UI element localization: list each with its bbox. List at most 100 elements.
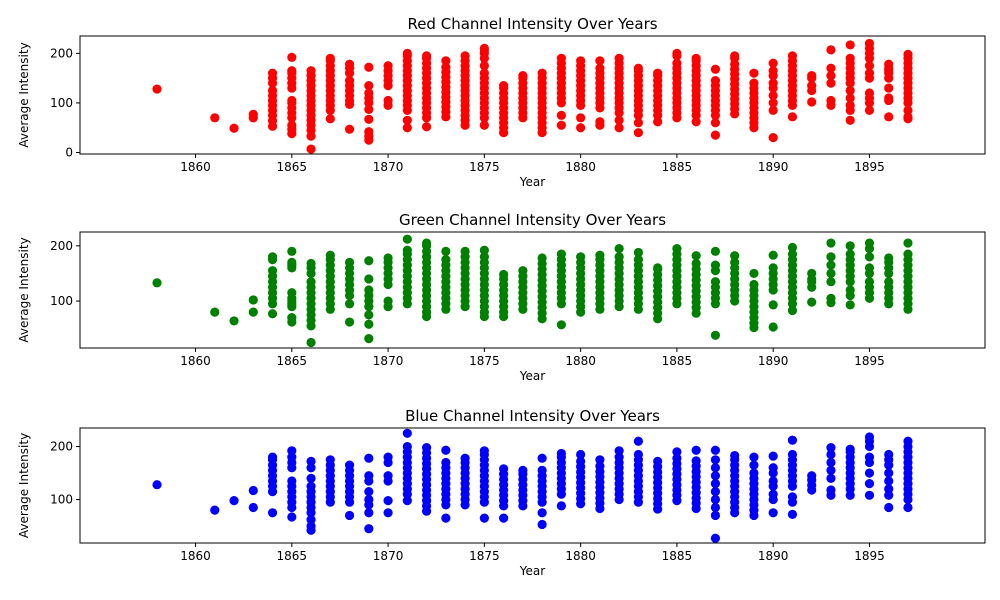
data-point bbox=[287, 476, 297, 486]
data-point bbox=[364, 256, 374, 266]
y-tick-label: 100 bbox=[50, 294, 73, 308]
data-point bbox=[210, 307, 220, 317]
data-point bbox=[537, 519, 547, 530]
data-point bbox=[845, 241, 855, 251]
data-point bbox=[364, 310, 374, 320]
data-point bbox=[826, 268, 836, 279]
data-point bbox=[787, 112, 798, 122]
data-point bbox=[710, 455, 721, 465]
data-point bbox=[383, 296, 393, 306]
data-point bbox=[749, 68, 759, 78]
data-point bbox=[826, 443, 836, 453]
data-point bbox=[614, 452, 624, 462]
data-point bbox=[556, 249, 566, 259]
data-point bbox=[845, 93, 855, 103]
data-point bbox=[267, 508, 278, 518]
panel-title: Red Channel Intensity Over Years bbox=[407, 15, 657, 33]
data-point bbox=[884, 253, 894, 263]
x-tick-label: 1890 bbox=[758, 354, 789, 368]
data-point bbox=[441, 457, 451, 468]
data-point bbox=[383, 452, 393, 462]
data-point bbox=[402, 428, 412, 438]
data-point bbox=[595, 56, 605, 66]
data-point bbox=[903, 112, 913, 122]
x-tick-label: 1880 bbox=[565, 549, 596, 563]
data-point bbox=[768, 489, 778, 499]
data-point bbox=[826, 485, 836, 495]
data-point bbox=[576, 56, 586, 66]
data-point bbox=[903, 238, 913, 248]
data-point bbox=[364, 274, 374, 284]
data-point bbox=[614, 115, 624, 125]
data-point bbox=[306, 473, 316, 483]
data-point bbox=[460, 51, 470, 61]
data-point bbox=[152, 480, 162, 490]
data-point bbox=[287, 66, 297, 76]
data-point bbox=[864, 61, 875, 71]
data-point bbox=[864, 252, 875, 262]
data-point bbox=[537, 465, 547, 475]
data-point bbox=[730, 257, 740, 267]
data-point bbox=[768, 133, 778, 143]
data-point bbox=[614, 252, 624, 262]
data-point bbox=[826, 95, 836, 106]
data-point bbox=[402, 234, 412, 244]
data-point bbox=[537, 253, 547, 263]
data-point bbox=[807, 471, 817, 481]
data-point bbox=[710, 260, 721, 270]
x-tick-label: 1875 bbox=[469, 549, 500, 563]
data-point bbox=[672, 453, 682, 463]
data-point bbox=[749, 279, 759, 290]
data-point bbox=[845, 249, 855, 259]
data-point bbox=[364, 62, 374, 72]
data-point bbox=[710, 533, 721, 543]
data-point bbox=[364, 114, 374, 124]
data-point bbox=[364, 494, 374, 505]
data-point bbox=[422, 443, 432, 453]
y-axis-label: Average Intensity bbox=[17, 237, 31, 342]
data-point bbox=[768, 263, 778, 273]
data-point bbox=[826, 252, 836, 262]
data-point bbox=[402, 48, 412, 58]
data-point bbox=[460, 453, 470, 463]
data-point bbox=[768, 98, 778, 108]
data-point bbox=[633, 247, 644, 258]
data-point bbox=[383, 471, 393, 481]
data-point bbox=[653, 456, 663, 466]
data-point bbox=[364, 486, 374, 497]
data-point bbox=[787, 242, 798, 253]
data-point bbox=[364, 334, 374, 344]
x-tick-label: 1890 bbox=[758, 160, 789, 174]
data-point bbox=[287, 446, 297, 456]
data-point bbox=[595, 117, 605, 127]
data-point bbox=[441, 255, 451, 265]
data-point bbox=[672, 58, 682, 68]
y-tick-label: 100 bbox=[50, 96, 73, 110]
data-point bbox=[287, 512, 297, 522]
data-point bbox=[845, 53, 855, 63]
x-axis-label: Year bbox=[519, 564, 545, 578]
x-axis-label: Year bbox=[519, 175, 545, 189]
data-point bbox=[556, 448, 566, 459]
y-tick-label: 200 bbox=[50, 46, 73, 60]
data-point bbox=[787, 51, 798, 61]
data-point bbox=[826, 449, 836, 460]
axes-frame bbox=[79, 231, 986, 349]
data-point bbox=[826, 238, 836, 248]
data-point bbox=[768, 451, 778, 461]
data-point bbox=[460, 246, 470, 256]
data-point bbox=[344, 76, 355, 86]
data-point bbox=[845, 100, 855, 111]
data-point bbox=[710, 445, 721, 455]
data-point bbox=[402, 441, 412, 452]
y-tick-label: 100 bbox=[50, 493, 73, 507]
data-point bbox=[633, 128, 644, 138]
data-point bbox=[864, 88, 875, 98]
data-point bbox=[826, 465, 836, 475]
data-point bbox=[556, 53, 566, 63]
data-point bbox=[864, 105, 875, 115]
x-tick-label: 1885 bbox=[662, 549, 693, 563]
scatter-points bbox=[152, 234, 913, 348]
data-point bbox=[402, 245, 412, 255]
data-point bbox=[768, 105, 778, 115]
